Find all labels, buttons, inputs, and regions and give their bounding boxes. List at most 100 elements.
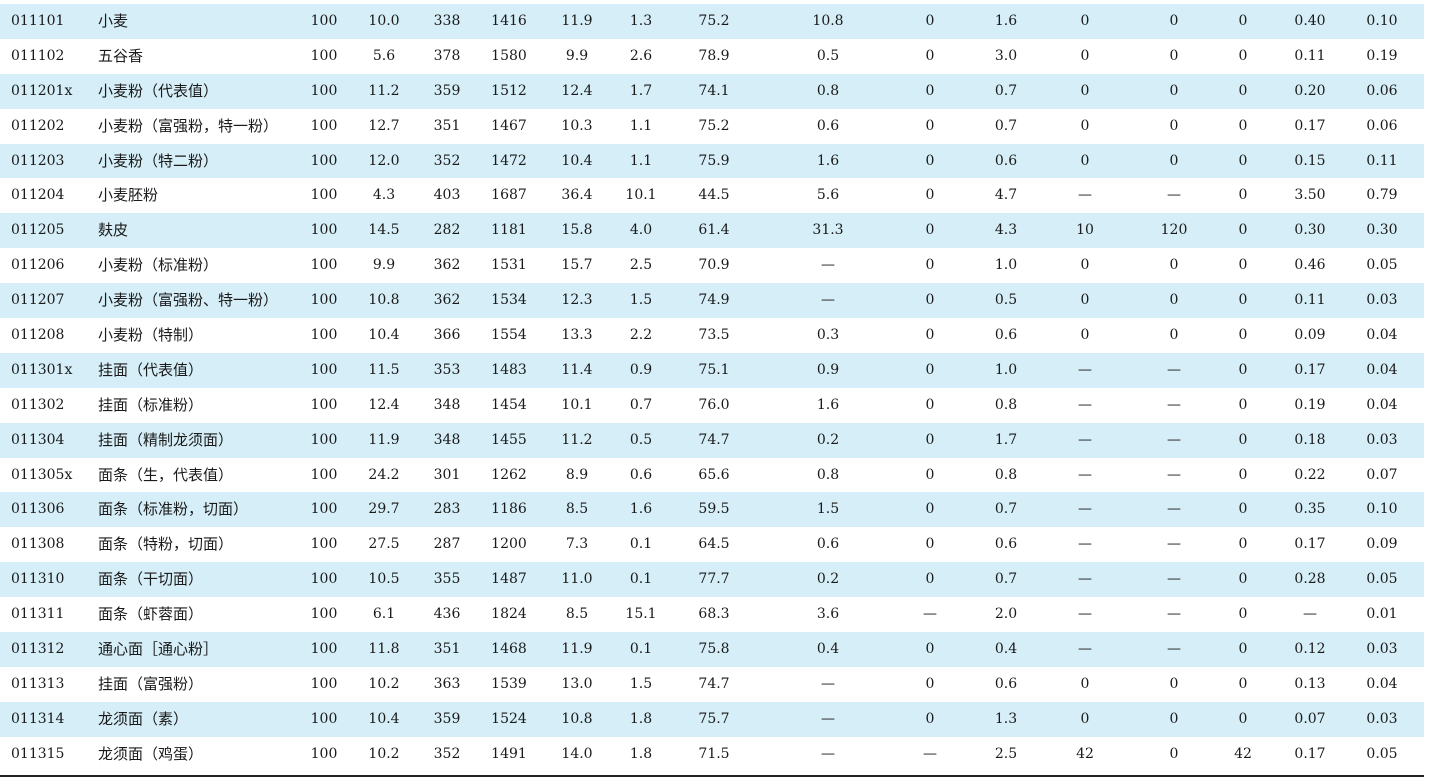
value-cell: 11.4 xyxy=(561,361,593,378)
table-row: 011202 小麦粉（富强粉，特一粉） 100 12.7 351 1467 10.3 1.1 7… xyxy=(0,109,1424,144)
value-cell: 0.15 xyxy=(1294,152,1326,169)
value-cell: 68.3 xyxy=(698,606,730,623)
value-cell: 0.12 xyxy=(1294,641,1326,658)
value-cell: — xyxy=(1078,501,1092,518)
value-cell: 10 xyxy=(1076,222,1094,239)
value-cell: 0 xyxy=(925,47,935,64)
food-code: 011204 xyxy=(11,187,65,204)
value-cell: 0 xyxy=(1238,431,1248,448)
value-cell: 100 xyxy=(310,292,338,309)
value-cell: 13.3 xyxy=(561,327,593,344)
table-row: 011201x 小麦粉（代表值） 100 11.2 359 1512 12.4 1.7 74.1… xyxy=(0,73,1424,109)
value-cell: — xyxy=(923,606,937,623)
value-cell: 0 xyxy=(1080,292,1090,309)
value-cell: 12.0 xyxy=(368,152,400,169)
value-cell: 0 xyxy=(925,710,935,727)
food-code: 011305x xyxy=(11,466,73,483)
value-cell: 59.5 xyxy=(698,501,730,518)
food-code: 011306 xyxy=(11,501,65,518)
value-cell: 0.5 xyxy=(629,431,653,448)
value-cell: 11.5 xyxy=(368,361,400,378)
table-row: 011203 小麦粉（特二粉） 100 12.0 352 1472 10.4 1.1 75.9 1… xyxy=(0,143,1424,179)
value-cell: — xyxy=(821,745,835,762)
value-cell: 76.0 xyxy=(698,396,730,413)
value-cell: — xyxy=(1167,187,1181,204)
value-cell: 8.5 xyxy=(565,501,589,518)
value-cell: 1539 xyxy=(491,675,527,692)
value-cell: 0 xyxy=(1238,47,1248,64)
value-cell: 10.8 xyxy=(561,710,593,727)
value-cell: 1.5 xyxy=(629,675,653,692)
value-cell: 0.6 xyxy=(994,675,1018,692)
value-cell: 15.7 xyxy=(561,257,593,274)
value-cell: 1467 xyxy=(491,117,527,134)
table-row: 011313 挂面（富强粉） 100 10.2 363 1539 13.0 1.5 74.7 — 0… xyxy=(0,667,1424,702)
value-cell: 44.5 xyxy=(698,187,730,204)
food-code: 011314 xyxy=(11,710,65,727)
table-row: 011304 挂面（精制龙须面） 100 11.9 348 1455 11.2 0.5 74.7… xyxy=(0,422,1424,458)
food-name: 麸皮 xyxy=(98,221,129,240)
food-code: 011312 xyxy=(11,641,65,658)
value-cell: 0.04 xyxy=(1366,675,1398,692)
value-cell: 0.35 xyxy=(1294,501,1326,518)
value-cell: 0 xyxy=(1169,327,1179,344)
value-cell: 362 xyxy=(433,257,461,274)
value-cell: 75.8 xyxy=(698,641,730,658)
value-cell: 0.6 xyxy=(629,466,653,483)
table-row: 011315 龙须面（鸡蛋） 100 10.2 352 1491 14.0 1.8 71.5 — —… xyxy=(0,737,1424,772)
value-cell: 12.7 xyxy=(368,117,400,134)
value-cell: 0 xyxy=(925,187,935,204)
value-cell: 0 xyxy=(1238,675,1248,692)
value-cell: 100 xyxy=(310,501,338,518)
value-cell: 0.04 xyxy=(1366,327,1398,344)
value-cell: 1455 xyxy=(491,431,527,448)
value-cell: 1.3 xyxy=(994,710,1018,727)
value-cell: 351 xyxy=(433,641,461,658)
value-cell: 65.6 xyxy=(698,466,730,483)
value-cell: 0 xyxy=(1238,292,1248,309)
value-cell: 1.8 xyxy=(629,710,653,727)
food-code: 011308 xyxy=(11,536,65,553)
value-cell: 0 xyxy=(925,396,935,413)
value-cell: 10.0 xyxy=(368,13,400,29)
value-cell: 0.3 xyxy=(816,327,840,344)
value-cell: 1534 xyxy=(491,292,527,309)
value-cell: 1824 xyxy=(491,606,527,623)
table-row: 011305x 面条（生，代表值） 100 24.2 301 1262 8.9 0.6 65.6… xyxy=(0,458,1424,493)
value-cell: 352 xyxy=(433,745,461,762)
value-cell: — xyxy=(1167,536,1181,553)
value-cell: — xyxy=(1078,187,1092,204)
table-row: 011314 龙须面（素） 100 10.4 359 1524 10.8 1.8 75.7 — 0 1… xyxy=(0,701,1424,737)
value-cell: 355 xyxy=(433,571,461,588)
value-cell: 0.01 xyxy=(1366,606,1398,623)
value-cell: 0 xyxy=(1169,13,1179,29)
value-cell: 10.5 xyxy=(368,571,400,588)
value-cell: 1.6 xyxy=(816,396,840,413)
value-cell: 0.13 xyxy=(1294,675,1326,692)
value-cell: 2.0 xyxy=(994,606,1018,623)
value-cell: 1.6 xyxy=(994,13,1018,29)
value-cell: 0 xyxy=(1080,13,1090,29)
value-cell: 12.3 xyxy=(561,292,593,309)
food-code: 011313 xyxy=(11,675,65,692)
food-name: 挂面（精制龙须面） xyxy=(98,430,234,449)
food-name: 面条（虾蓉面） xyxy=(98,605,204,624)
value-cell: 100 xyxy=(310,361,338,378)
value-cell: 10.1 xyxy=(625,187,657,204)
food-name: 龙须面（鸡蛋） xyxy=(98,744,204,763)
value-cell: 5.6 xyxy=(816,187,840,204)
value-cell: 1.6 xyxy=(629,501,653,518)
value-cell: 0 xyxy=(1169,82,1179,99)
value-cell: 0.19 xyxy=(1366,47,1398,64)
value-cell: 0.1 xyxy=(629,571,653,588)
value-cell: 1.3 xyxy=(629,13,653,29)
value-cell: 0.79 xyxy=(1366,187,1398,204)
value-cell: 0 xyxy=(925,571,935,588)
value-cell: 0.07 xyxy=(1294,710,1326,727)
value-cell: 74.1 xyxy=(698,82,730,99)
value-cell: 0.2 xyxy=(816,431,840,448)
food-name: 面条（生，代表值） xyxy=(98,465,234,484)
food-code: 011201x xyxy=(11,82,73,99)
value-cell: 0.7 xyxy=(629,396,653,413)
value-cell: 0 xyxy=(1169,152,1179,169)
